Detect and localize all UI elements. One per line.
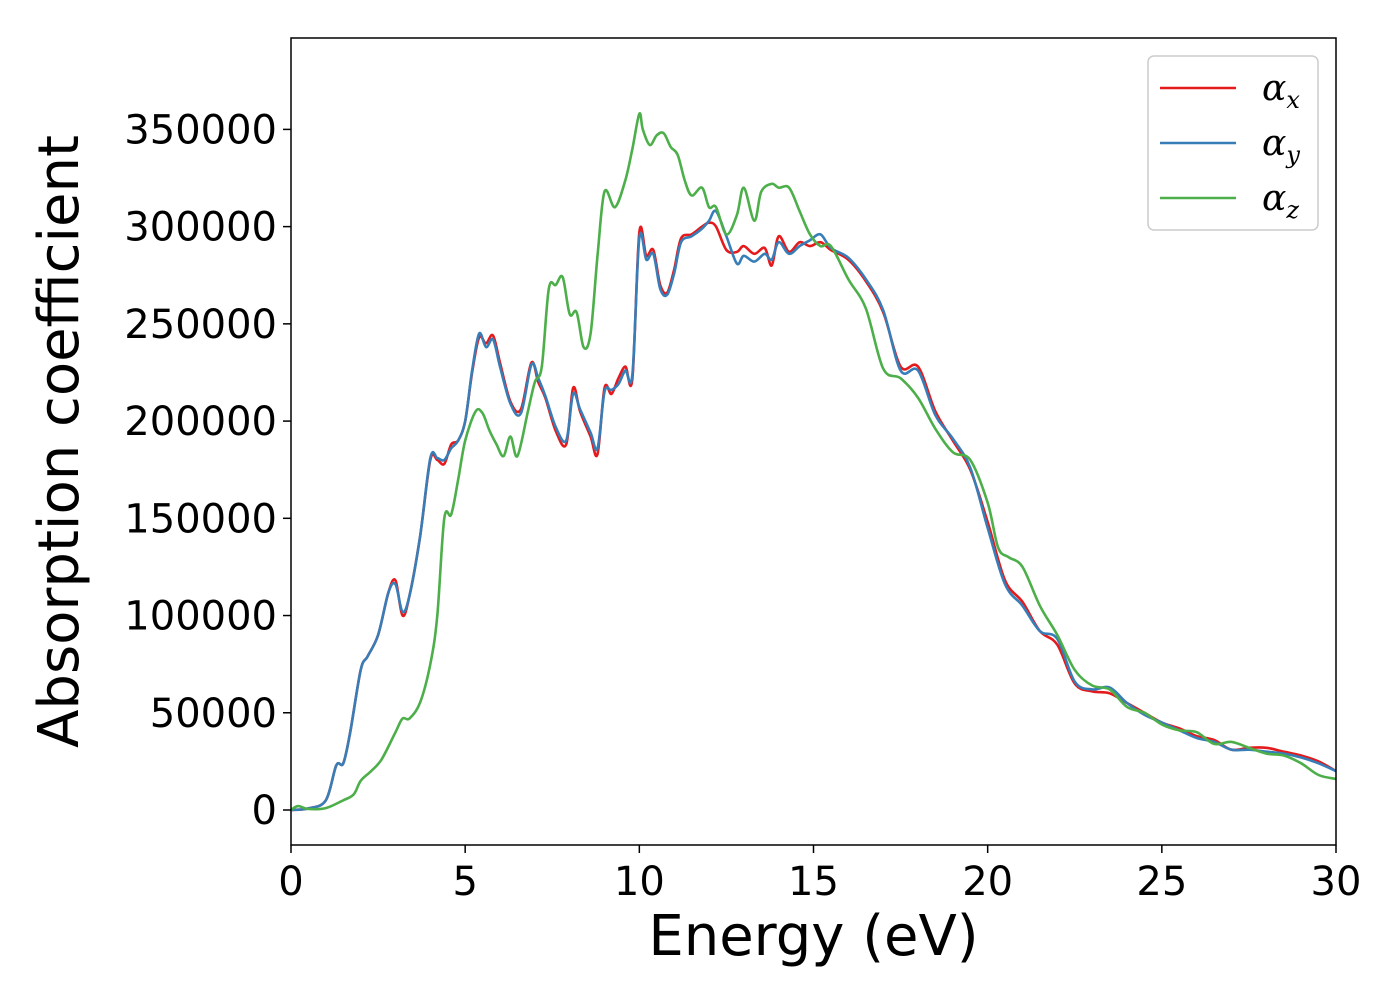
y-tick-label: 300000 bbox=[124, 205, 277, 251]
legend-symbol: α bbox=[1262, 123, 1286, 164]
series-line-y bbox=[291, 209, 1336, 812]
y-axis-title: Absorption coefficient bbox=[27, 135, 92, 748]
legend-subscript: x bbox=[1286, 86, 1300, 114]
x-tick-label: 20 bbox=[962, 859, 1013, 905]
y-tick-label: 350000 bbox=[124, 107, 277, 153]
legend-label-x: αx bbox=[1262, 68, 1300, 114]
x-tick-label: 10 bbox=[614, 859, 665, 905]
x-tick-label: 30 bbox=[1311, 859, 1362, 905]
y-tick-label: 200000 bbox=[124, 399, 277, 445]
series-layer bbox=[291, 112, 1336, 812]
legend-subscript: z bbox=[1285, 196, 1299, 224]
y-tick-label: 50000 bbox=[150, 691, 277, 737]
legend-label-z: αz bbox=[1262, 178, 1299, 224]
x-tick-label: 0 bbox=[278, 859, 303, 905]
y-tick-label: 100000 bbox=[124, 594, 277, 640]
y-axis-ticks: 0 50000 100000 150000 200000 250000 300000 3500… bbox=[124, 107, 291, 834]
x-axis-title: Energy (eV) bbox=[648, 904, 978, 969]
series-line-z bbox=[291, 112, 1336, 812]
legend-symbol: α bbox=[1262, 68, 1286, 109]
legend-subscript: y bbox=[1285, 141, 1300, 169]
legend-label-y: αy bbox=[1262, 123, 1300, 169]
legend-symbol: α bbox=[1262, 178, 1286, 219]
x-tick-label: 25 bbox=[1136, 859, 1187, 905]
y-tick-label: 250000 bbox=[124, 302, 277, 348]
x-tick-label: 15 bbox=[788, 859, 839, 905]
y-tick-label: 150000 bbox=[124, 496, 277, 542]
y-tick-label: 0 bbox=[252, 788, 277, 834]
x-tick-label: 5 bbox=[452, 859, 477, 905]
x-axis-ticks: 0 5 10 15 20 25 30 bbox=[278, 845, 1361, 905]
